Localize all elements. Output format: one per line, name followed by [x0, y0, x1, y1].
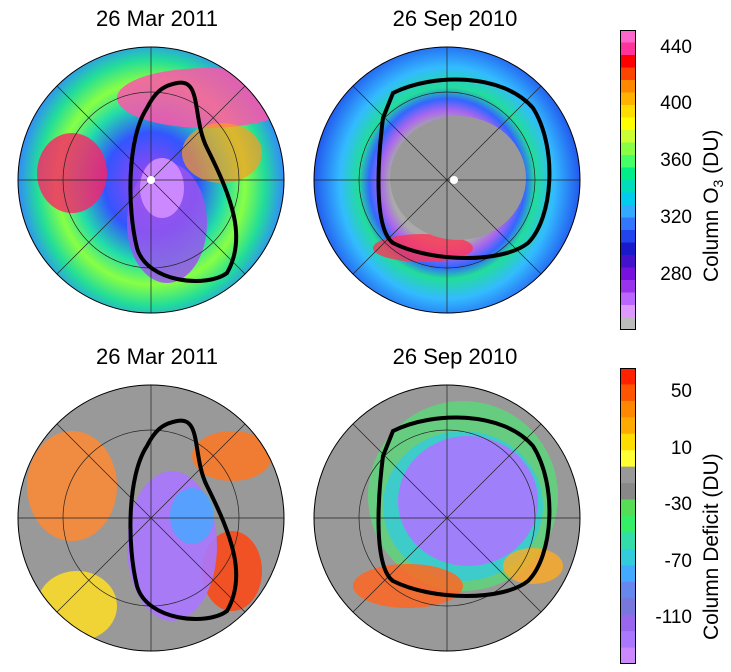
- colorbar-swatch: [620, 384, 636, 402]
- colorbar-swatch: [620, 130, 636, 143]
- colorbar-swatch: [620, 167, 636, 181]
- colorbar-swatch: [620, 105, 636, 118]
- colorbar-swatch: [620, 433, 636, 451]
- panel-title-o3-north: 26 Mar 2011: [96, 6, 218, 31]
- orange-band: [182, 123, 262, 183]
- low-ozone-core: [140, 158, 184, 218]
- colorbar-deficit: [620, 368, 636, 664]
- colorbar-swatch: [620, 368, 636, 385]
- vortex-edge-contour: [128, 418, 239, 621]
- colorbar-swatch: [620, 516, 636, 533]
- pole-marker: [450, 176, 458, 184]
- colorbar-swatch: [620, 67, 636, 81]
- colorbar-swatch: [620, 400, 636, 418]
- colorbar-label-deficit: Column Deficit (DU): [700, 453, 723, 640]
- vortex-edge-contour: [128, 80, 239, 283]
- colorbar-swatch: [620, 142, 636, 156]
- positive-deficit-region: [202, 531, 262, 611]
- colorbar-tick-label: 400: [660, 93, 692, 114]
- colorbar-tick-label: -30: [664, 494, 692, 515]
- colorbar-swatch: [620, 581, 636, 599]
- colorbar-swatch: [620, 155, 636, 168]
- colorbar-frame: [620, 368, 636, 664]
- colorbar-swatch: [620, 417, 636, 435]
- map-o3-south: [313, 46, 581, 314]
- high-ozone-band: [37, 133, 107, 213]
- map-deficit-south: [313, 384, 581, 652]
- colorbar-swatch: [620, 466, 636, 484]
- colorbar-tick-label: 440: [660, 37, 692, 58]
- colorbar-swatch: [620, 55, 636, 68]
- colorbar-tick-label: 320: [660, 207, 692, 228]
- colorbar-swatch: [620, 565, 636, 583]
- high-ozone-band: [373, 234, 473, 262]
- panel-title-o3-south: 26 Sep 2010: [392, 6, 518, 31]
- colorbar-swatch: [620, 292, 636, 306]
- colorbar-o3: [620, 30, 636, 330]
- colorbar-swatch: [620, 267, 636, 281]
- colorbar-swatch: [620, 317, 636, 330]
- vortex-edge-contour: [376, 415, 552, 598]
- colorbar-swatch: [620, 499, 636, 517]
- colorbar-swatch: [620, 614, 636, 632]
- colorbar-frame: [620, 30, 636, 330]
- panel-title-deficit-south: 26 Sep 2010: [392, 344, 518, 369]
- negative-deficit-region: [170, 488, 214, 544]
- colorbar-swatch: [620, 192, 636, 206]
- colorbar-tick-label: 280: [660, 264, 692, 285]
- colorbar-tick-label: 360: [660, 150, 692, 171]
- pole-marker: [147, 176, 155, 184]
- colorbar-swatch: [620, 30, 636, 43]
- positive-deficit-region: [503, 548, 563, 584]
- colorbar-swatch: [620, 205, 636, 218]
- positive-deficit-region: [27, 431, 117, 541]
- colorbar-swatch: [620, 117, 636, 131]
- colorbar-swatch: [620, 180, 636, 193]
- positive-deficit-region: [37, 571, 117, 641]
- panel-title-deficit-north: 26 Mar 2011: [96, 344, 218, 369]
- colorbar-swatch: [620, 631, 636, 649]
- polar-night-region: [390, 116, 526, 240]
- colorbar-swatch: [620, 217, 636, 231]
- colorbar-swatch: [620, 450, 636, 468]
- colorbar-swatch: [620, 305, 636, 318]
- map-o3-north: [17, 46, 285, 314]
- colorbar-swatch: [620, 42, 636, 56]
- colorbar-swatch: [620, 483, 636, 501]
- colorbar-swatch: [620, 280, 636, 293]
- colorbar-tick-label: 50: [670, 381, 692, 402]
- colorbar-swatch: [620, 598, 636, 616]
- colorbar-swatch: [620, 532, 636, 550]
- colorbar-swatch: [620, 230, 636, 243]
- colorbar-tick-label: -70: [664, 551, 692, 572]
- vortex-edge-contour: [376, 77, 552, 260]
- colorbar-swatch: [620, 242, 636, 256]
- colorbar-tick-label: 10: [670, 438, 692, 459]
- colorbar-swatch: [620, 80, 636, 93]
- colorbar-swatch: [620, 647, 636, 664]
- colorbar-tick-label: -110: [655, 607, 692, 628]
- colorbar-swatch: [620, 92, 636, 106]
- colorbar-label-o3: Column O3 (DU): [700, 129, 727, 282]
- colorbar-swatch: [620, 548, 636, 566]
- negative-deficit-region: [398, 436, 538, 566]
- colorbar-swatch: [620, 255, 636, 268]
- positive-deficit-region: [192, 431, 272, 481]
- map-deficit-north: [17, 384, 285, 652]
